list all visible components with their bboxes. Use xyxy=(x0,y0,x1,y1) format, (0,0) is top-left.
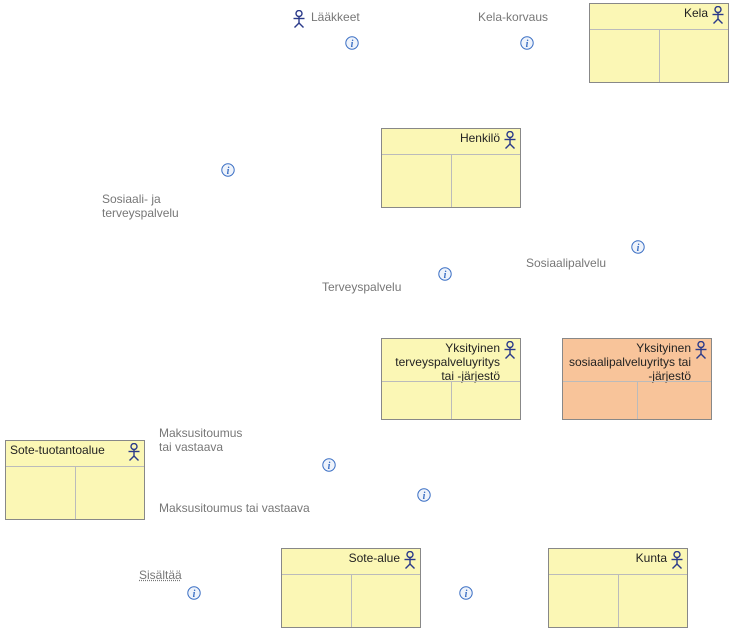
entity-quadrant xyxy=(549,574,687,627)
info-icon[interactable] xyxy=(459,586,473,600)
label-maks1: Maksusitoumus tai vastaava xyxy=(159,426,242,454)
actor-icon xyxy=(711,6,725,24)
label-maks2: Maksusitoumus tai vastaava xyxy=(159,501,310,515)
entity-sote_tuot[interactable]: Sote-tuotantoalue xyxy=(5,440,145,520)
actor-icon xyxy=(694,341,708,359)
floating-actor-icon xyxy=(292,10,306,28)
entity-quadrant xyxy=(590,29,728,82)
actor-icon xyxy=(503,131,517,149)
info-icon[interactable] xyxy=(417,488,431,502)
entity-kunta[interactable]: Kunta xyxy=(548,548,688,628)
entity-yks_sos[interactable]: Yksityinen sosiaalipalveluyritys tai -jä… xyxy=(562,338,712,420)
entity-quadrant xyxy=(382,154,520,207)
label-sisaltaa: Sisältää xyxy=(139,568,182,582)
label-terv: Terveyspalvelu xyxy=(322,280,401,294)
info-icon[interactable] xyxy=(221,163,235,177)
info-icon[interactable] xyxy=(322,458,336,472)
actor-icon xyxy=(670,551,684,569)
info-icon[interactable] xyxy=(187,586,201,600)
entity-quadrant xyxy=(563,381,711,419)
entity-quadrant xyxy=(6,466,144,519)
info-icon[interactable] xyxy=(438,267,452,281)
actor-icon xyxy=(503,341,517,359)
entity-quadrant xyxy=(382,381,520,419)
actor-icon xyxy=(403,551,417,569)
entity-title: Sote-tuotantoalue xyxy=(10,444,124,458)
label-sos: Sosiaalipalvelu xyxy=(526,256,606,270)
entity-sote_alue[interactable]: Sote-alue xyxy=(281,548,421,628)
info-icon[interactable] xyxy=(631,240,645,254)
info-icon[interactable] xyxy=(345,36,359,50)
label-sos_terv: Sosiaali- ja terveyspalvelu xyxy=(102,192,179,220)
entity-kela[interactable]: Kela xyxy=(589,3,729,83)
entity-title: Henkilö xyxy=(386,132,500,146)
info-icon[interactable] xyxy=(520,36,534,50)
label-kela_korv: Kela-korvaus xyxy=(478,10,548,24)
entity-title: Sote-alue xyxy=(286,552,400,566)
entity-henkilo[interactable]: Henkilö xyxy=(381,128,521,208)
entity-title: Kela xyxy=(594,7,708,21)
entity-yks_terv[interactable]: Yksityinen terveyspalveluyritys tai -jär… xyxy=(381,338,521,420)
entity-quadrant xyxy=(282,574,420,627)
entity-title: Kunta xyxy=(553,552,667,566)
entity-title: Yksityinen terveyspalveluyritys tai -jär… xyxy=(386,342,500,383)
label-laakkeet: Lääkkeet xyxy=(311,10,360,24)
entity-title: Yksityinen sosiaalipalveluyritys tai -jä… xyxy=(567,342,691,383)
actor-icon xyxy=(127,443,141,461)
